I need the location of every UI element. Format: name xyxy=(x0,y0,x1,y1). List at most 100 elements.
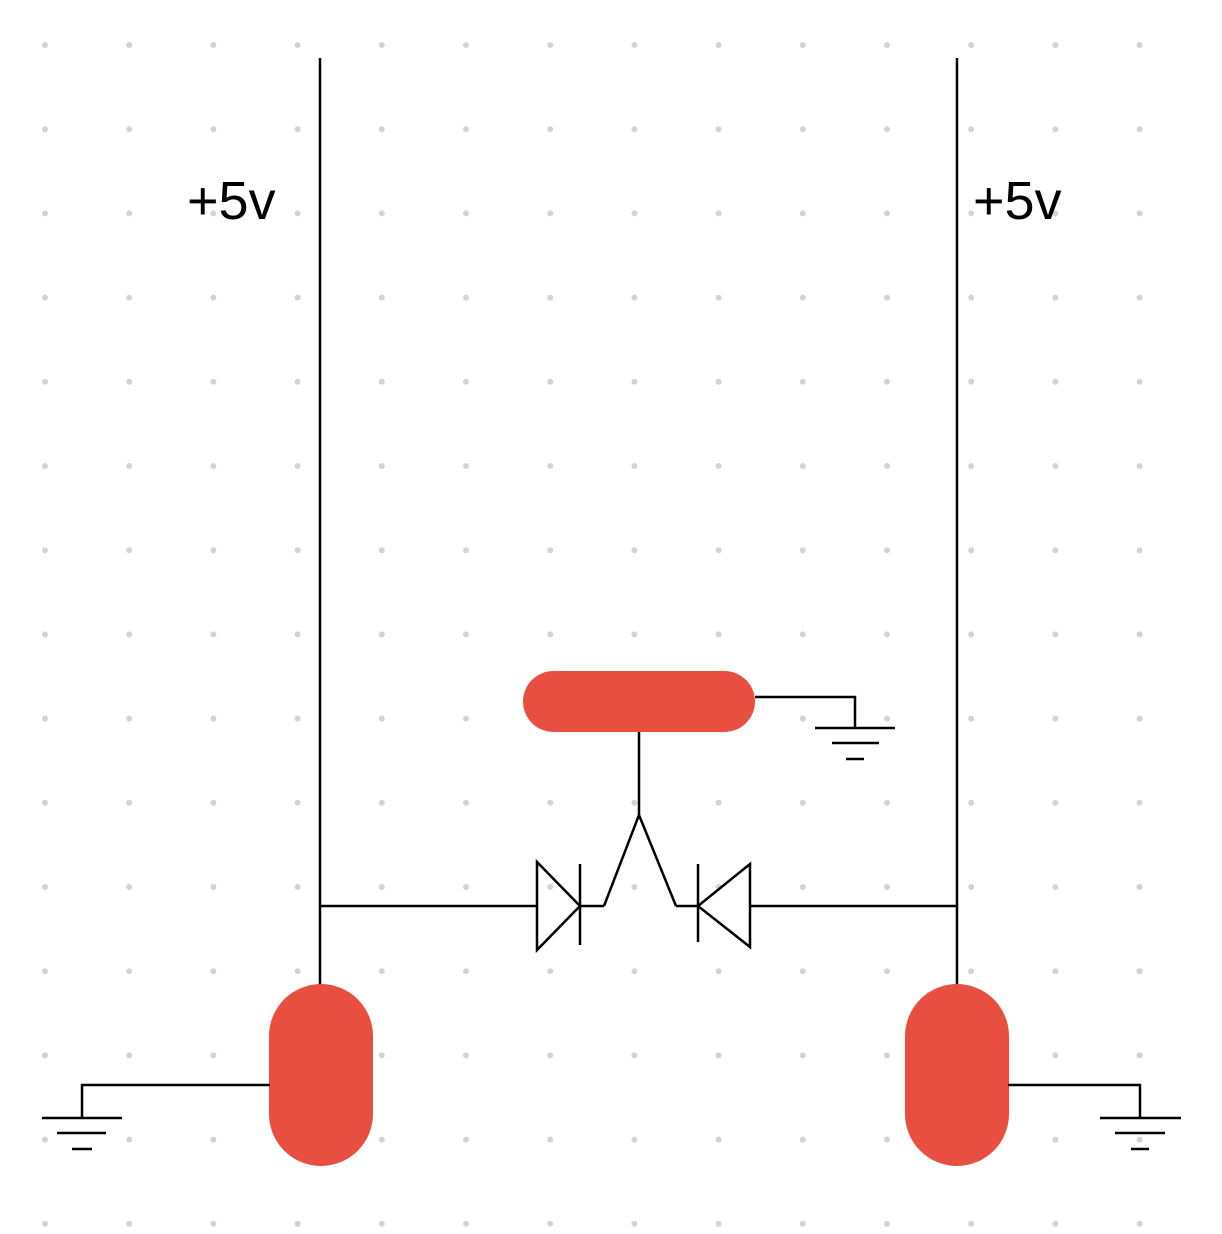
grid-dot xyxy=(126,884,133,890)
grid-dot xyxy=(968,799,975,806)
grid-dot xyxy=(1136,294,1143,301)
grid-dot xyxy=(968,968,975,975)
grid-dot xyxy=(463,715,469,722)
grid-dot xyxy=(799,42,806,48)
grid-dot xyxy=(378,126,385,133)
grid-dot xyxy=(631,126,638,133)
grid-dot xyxy=(1136,42,1143,48)
grid-dot xyxy=(968,547,975,554)
grid-dot xyxy=(126,1220,133,1227)
grid-dot xyxy=(126,294,133,301)
grid-dot xyxy=(42,378,48,385)
grid-dot xyxy=(631,799,638,806)
grid-dot xyxy=(126,1136,133,1143)
grid-dot xyxy=(547,294,554,301)
grid-dot xyxy=(715,294,722,301)
grid-dot xyxy=(715,1220,722,1227)
grid-dot xyxy=(1052,126,1059,133)
grid-dot xyxy=(547,210,554,217)
grid-dot xyxy=(1052,42,1059,48)
grid-dot xyxy=(1136,1052,1143,1059)
grid-dot xyxy=(884,547,890,554)
grid-dot xyxy=(968,126,975,133)
grid-dot xyxy=(799,378,806,385)
grid-dot xyxy=(126,1052,133,1059)
grid-dot xyxy=(463,1052,469,1059)
grid-dot xyxy=(294,463,301,469)
grid-dot xyxy=(463,294,469,301)
grid-dot xyxy=(210,715,217,722)
grid-dot xyxy=(799,126,806,133)
grid-dot xyxy=(884,210,890,217)
diode-left-icon xyxy=(535,858,604,954)
grid-dot xyxy=(42,1220,48,1227)
grid-dot xyxy=(126,210,133,217)
grid-dot xyxy=(968,1220,975,1227)
grid-dot xyxy=(715,799,722,806)
grid-dot xyxy=(1052,294,1059,301)
grid-dot xyxy=(42,294,48,301)
grid-dot xyxy=(968,42,975,48)
grid-dot xyxy=(1136,210,1143,217)
grid-dot xyxy=(799,463,806,469)
grid-dot xyxy=(463,631,469,638)
grid-dot xyxy=(378,799,385,806)
grid-dot xyxy=(42,126,48,133)
grid-dot xyxy=(210,126,217,133)
grid-dot xyxy=(210,42,217,48)
grid-dot xyxy=(1052,631,1059,638)
grid-dot xyxy=(1052,210,1059,217)
grid-dot xyxy=(884,1220,890,1227)
grid-dot xyxy=(210,968,217,975)
grid-dot xyxy=(210,378,217,385)
grid-dot xyxy=(126,631,133,638)
grid-dot xyxy=(631,1220,638,1227)
grid-dot xyxy=(968,210,975,217)
grid-dot xyxy=(42,884,48,890)
grid-dot xyxy=(1052,547,1059,554)
grid-dot xyxy=(126,968,133,975)
grid-dot xyxy=(884,126,890,133)
grid-dot xyxy=(1052,463,1059,469)
grid-dot xyxy=(378,1052,385,1059)
grid-dot xyxy=(799,715,806,722)
grid-dot xyxy=(547,799,554,806)
grid-dot xyxy=(1136,126,1143,133)
grid-dot xyxy=(463,126,469,133)
grid-dot xyxy=(631,1052,638,1059)
grid-dot xyxy=(126,463,133,469)
grid-dot xyxy=(1136,463,1143,469)
dot-grid xyxy=(42,42,1143,1227)
grid-dot xyxy=(968,378,975,385)
grid-dot xyxy=(968,884,975,890)
grid-dot xyxy=(631,1136,638,1143)
grid-dot xyxy=(1052,1136,1059,1143)
grid-dot xyxy=(799,1220,806,1227)
grid-dot xyxy=(378,631,385,638)
grid-dot xyxy=(378,42,385,48)
grid-dot xyxy=(1052,968,1059,975)
grid-dot xyxy=(799,884,806,890)
grid-dot xyxy=(126,547,133,554)
grid-dot xyxy=(126,799,133,806)
grid-dot xyxy=(210,1052,217,1059)
grid-dot xyxy=(631,210,638,217)
grid-dot xyxy=(968,631,975,638)
grid-dot xyxy=(42,1052,48,1059)
grid-dot xyxy=(463,210,469,217)
grid-dot xyxy=(210,884,217,890)
grid-dot xyxy=(126,378,133,385)
grid-dot xyxy=(799,968,806,975)
grid-dot xyxy=(1052,1220,1059,1227)
grid-dot xyxy=(463,968,469,975)
grid-dot xyxy=(715,210,722,217)
grid-dot xyxy=(210,463,217,469)
grid-dot xyxy=(715,968,722,975)
grid-dot xyxy=(126,42,133,48)
junction-wire xyxy=(602,811,678,907)
grid-dot xyxy=(294,1220,301,1227)
grid-dot xyxy=(1136,715,1143,722)
right-vertical-pad xyxy=(905,984,1009,1166)
grid-dot xyxy=(42,463,48,469)
grid-dot xyxy=(547,884,554,890)
